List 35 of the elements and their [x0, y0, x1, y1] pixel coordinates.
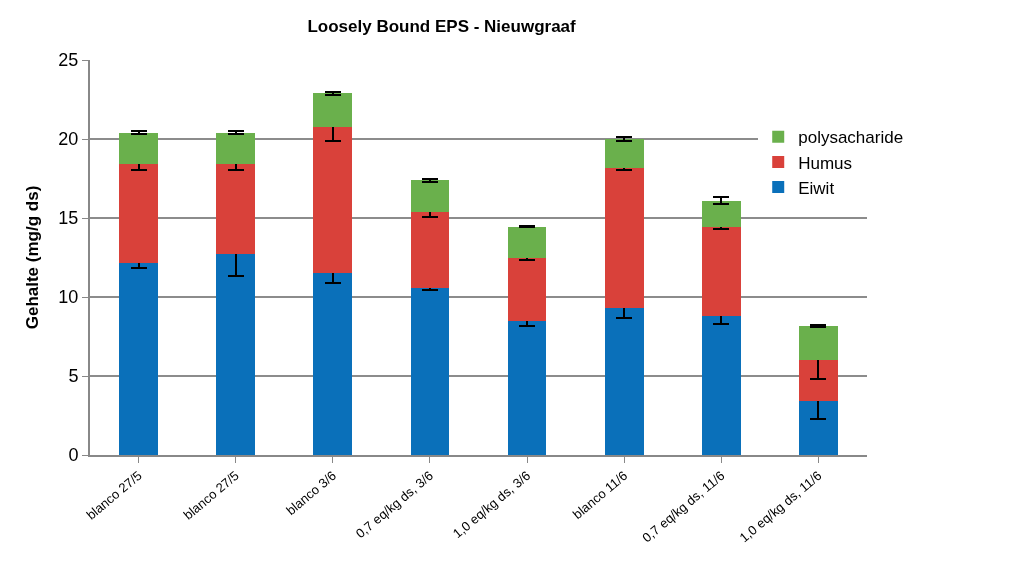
- y-tick-label: 10: [58, 287, 79, 308]
- bar: [216, 164, 256, 255]
- y-tick-label: 25: [58, 50, 79, 71]
- y-tick-label: 5: [68, 366, 79, 387]
- bar: [604, 308, 644, 455]
- bar: [701, 315, 741, 455]
- bar: [799, 326, 838, 361]
- bar: [799, 401, 838, 455]
- bar: [701, 200, 741, 228]
- chart-title: Loosely Bound EPS - Nieuwgraaf: [307, 17, 577, 37]
- bar: [313, 93, 353, 128]
- bar: [313, 127, 353, 274]
- bar: [604, 139, 644, 169]
- bar: [216, 132, 256, 165]
- bar: [119, 263, 158, 455]
- legend-label: polysacharide: [798, 128, 904, 148]
- bar: [604, 168, 644, 309]
- bar: [313, 273, 353, 455]
- bar: [507, 258, 547, 322]
- bar: [507, 226, 547, 259]
- y-tick-label: 0: [68, 445, 79, 466]
- y-tick-label: 15: [58, 208, 79, 229]
- bar: [216, 254, 256, 455]
- bar: [507, 321, 547, 455]
- bar: [410, 288, 450, 455]
- bar: [119, 132, 158, 165]
- legend-label: Eiwit: [798, 178, 835, 198]
- legend-label: Humus: [798, 153, 853, 173]
- y-axis-title: Gehalte (mg/g ds): [23, 185, 43, 330]
- bar: [799, 360, 838, 402]
- y-tick-label: 20: [58, 129, 79, 150]
- bar: [701, 227, 741, 316]
- bar: [410, 180, 450, 213]
- bar: [119, 164, 158, 264]
- bar: [410, 212, 450, 289]
